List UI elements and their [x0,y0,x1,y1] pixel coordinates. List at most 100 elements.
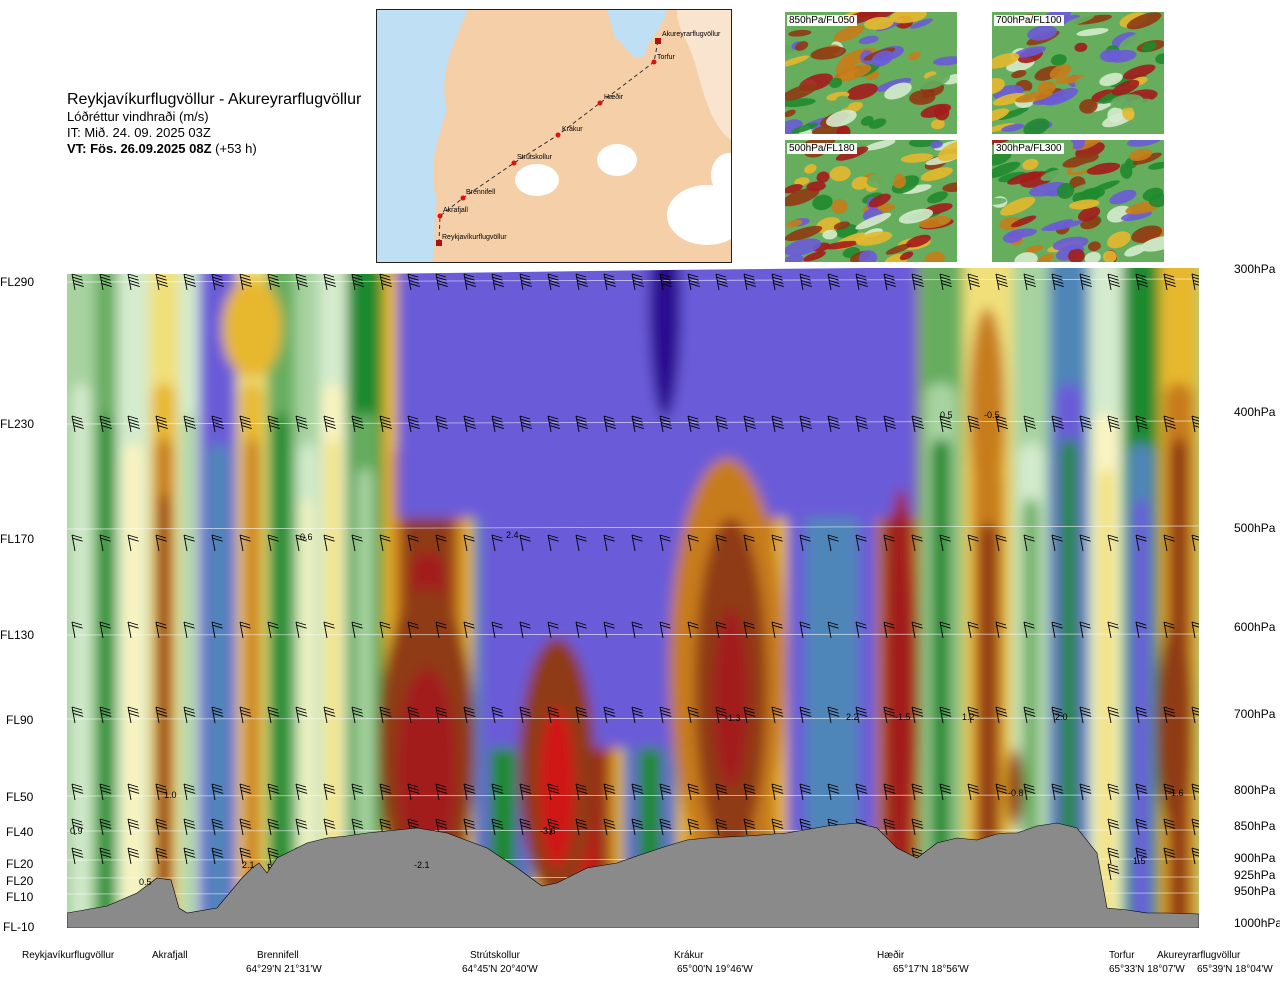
wind-barb-61 [631,415,644,433]
wind-barb-23 [715,273,728,291]
thumbnail-700[interactable]: 700hPa/FL100 [992,12,1164,134]
thumb-3-blob-40 [992,161,1021,179]
thumbnail-850[interactable]: 850hPa/FL050 [785,12,957,134]
value-labels: 0.9 1.0 0.5 2.1 0.6 -2.1 2.4 -3.6 -1.3 2.2 -1.5 1.2… [70,410,1184,887]
thumb-2-blob-69 [816,171,830,183]
wind-barb-132 [323,621,335,639]
wind-barb-264 [575,818,588,836]
wind-barb-237 [967,783,980,801]
thumb-0-blob-0 [930,119,945,130]
thumb-0-blob-54 [868,12,896,21]
thumb-0-blob-55 [864,16,894,30]
thumbnail-500[interactable]: 500hPa/FL180 [785,140,957,262]
wind-barb-128 [211,621,223,639]
pressure-label-900: 900hPa [1234,851,1276,865]
wind-barb-210 [211,783,224,801]
pressure-label-800: 800hPa [1234,783,1276,797]
wind-barb-74 [995,415,1008,433]
wind-barb-211 [239,783,252,801]
wind-barb-110 [855,534,867,552]
map-label-brennifell: Brennifell [466,189,496,196]
wind-barb-231 [799,783,812,801]
velocity-column-18 [919,268,963,928]
wind-barb-167 [155,706,168,724]
wind-barb-49 [295,415,308,433]
wind-barb-75 [1023,415,1036,433]
wind-barb-5 [211,273,224,291]
wind-barb-277 [1107,818,1120,836]
thumbnail-300[interactable]: 300hPa/FL300 [992,140,1164,262]
thumb-3-blob-43 [1062,153,1099,168]
wind-barb-1 [99,273,112,291]
vertical-velocity-field [67,268,1199,928]
wind-barb-91 [323,534,335,552]
wind-barb-157 [1023,621,1035,639]
wind-barb-95 [435,534,447,552]
route-title: Reykjavíkurflugvöllur - Akureyrarflugvöl… [67,91,362,108]
wind-barb-101 [603,534,615,552]
pressure-label-400: 400hPa [1234,405,1276,419]
velocity-column-2 [117,268,149,928]
thumb-0-blob-47 [785,41,796,57]
fl-label-10: FL10 [6,890,34,904]
wind-barb-222 [547,783,560,801]
wind-barb-122 [1191,534,1199,552]
velocity-column-7 [267,268,295,928]
wind-barb-71 [911,415,924,433]
wind-barb-58 [547,415,560,433]
station-label-strutskollur: Strútskollur [470,950,521,961]
fl-label-90: FL90 [6,713,34,727]
wind-barb-261 [491,818,504,836]
wind-barb-192 [855,706,868,724]
thumb-1-blob-67 [1126,12,1162,30]
thumb-3-blob-13 [1022,158,1039,171]
thumb-2-blob-65 [906,234,931,248]
wind-barb-62 [659,415,672,433]
wind-barb-7 [267,273,280,291]
wind-barb-172 [295,706,308,724]
wind-barb-92 [351,534,363,552]
wind-barb-233 [855,783,868,801]
wind-barb-33 [995,273,1008,291]
wind-barb-298 [1135,847,1148,865]
wind-barb-80 [1163,415,1176,433]
wind-barb-19 [603,273,616,291]
thumb-3-blob-50 [1079,187,1106,200]
value-label-9: 2.2 [846,712,859,722]
thumb-1-blob-66 [1074,42,1088,52]
wind-barb-135 [407,621,419,639]
thumbnail-850-label: 850hPa/FL050 [787,15,857,26]
wind-barb-121 [1163,534,1175,552]
thumb-2-blob-27 [937,140,957,161]
wind-barb-238 [995,783,1008,801]
thumb-0-blob-57 [860,116,874,126]
thumbnail-300-graphic [992,140,1164,262]
wind-barb-85 [155,534,167,552]
thumb-2-blob-59 [892,173,907,189]
velocity-column-23 [1123,268,1159,928]
wind-barb-215 [351,783,364,801]
thumb-0-blob-26 [874,103,898,111]
wind-barb-94 [407,534,419,552]
wind-barb-52 [379,415,392,433]
wind-barb-188 [743,706,756,724]
thumb-2-blob-55 [806,181,826,192]
pressure-label-600: 600hPa [1234,620,1276,634]
wind-barb-77 [1079,415,1092,433]
thumb-1-blob-58 [1015,90,1053,103]
thumb-0-blob-37 [858,35,879,45]
station-label-torfur: Torfur [1109,950,1135,961]
value-label-11: 1.2 [962,712,975,722]
wind-barb-90 [295,534,307,552]
wind-barb-13 [435,273,448,291]
wind-barb-207 [127,783,140,801]
wind-barb-54 [435,415,448,433]
thumb-3-blob-63 [1140,236,1164,252]
thumb-1-blob-24 [1050,54,1067,66]
thumb-0-blob-61 [871,50,894,67]
wind-barb-116 [1023,534,1035,552]
thumb-0-blob-63 [785,55,810,67]
map-label-strutskollur: Strútskollur [517,154,553,161]
thumb-3-blob-69 [1010,215,1037,228]
thumb-3-blob-65 [1148,193,1164,208]
